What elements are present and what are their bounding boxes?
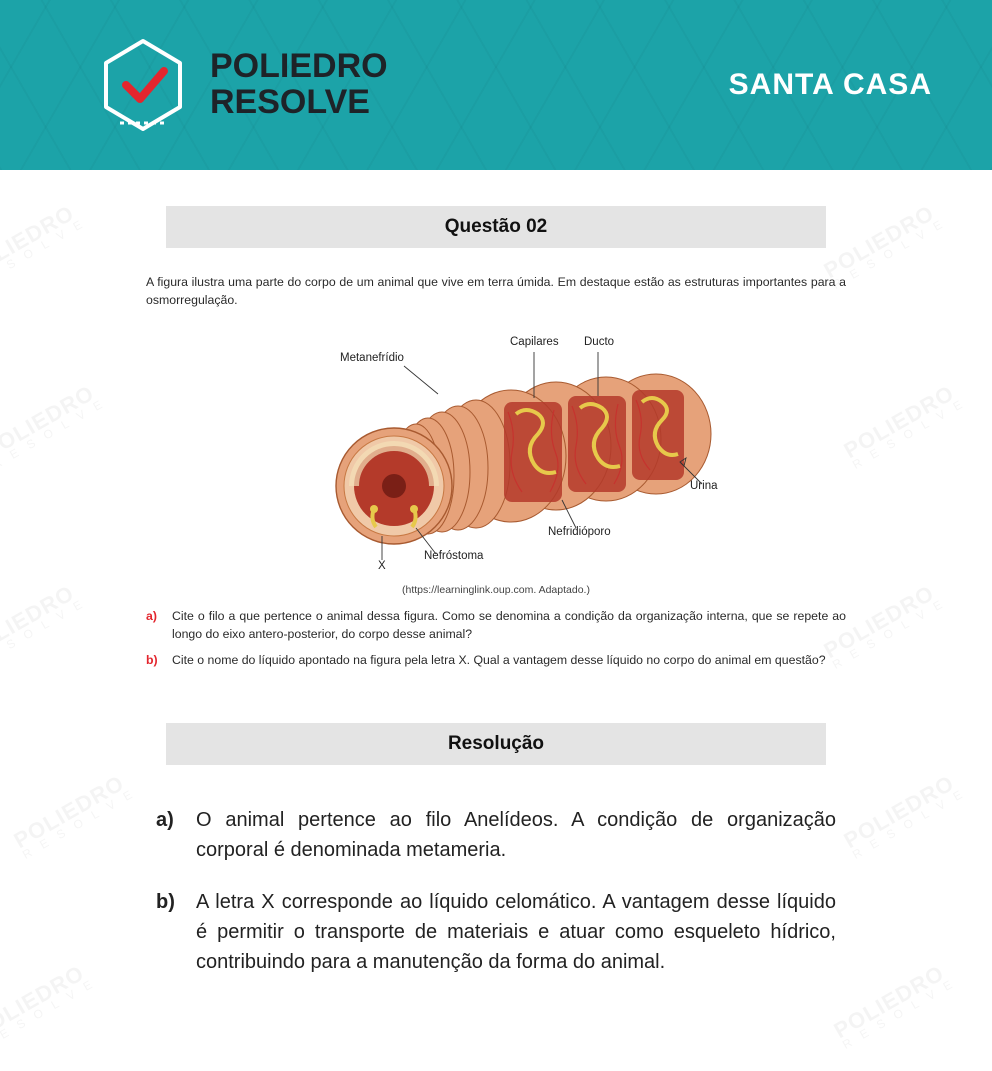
item-b-marker: b) [146,652,164,670]
resolution-body: a) O animal pertence ao filo Anelídeos. … [156,805,836,977]
page-header: POLIEDRO RESOLVE SANTA CASA [0,0,992,170]
answer-b-text: A letra X corresponde ao líquido celomát… [196,887,836,977]
figure-label-urina: Urina [690,478,717,495]
item-b-text: Cite o nome do líquido apontado na figur… [172,652,846,670]
figure-caption: (https://learninglink.oup.com. Adaptado.… [146,583,846,598]
institution-title: SANTA CASA [729,68,932,102]
hexagon-check-icon [100,37,186,133]
brand-line2: RESOLVE [210,85,388,121]
item-a-marker: a) [146,608,164,644]
answer-b-marker: b) [156,887,186,977]
figure-label-x: X [378,558,386,575]
figure-label-metanefridio: Metanefrídio [340,350,404,367]
content-area: Questão 02 A figura ilustra uma parte do… [0,206,992,1039]
figure-label-nefridioporo: Nefridióporo [548,524,611,541]
question-subitems: a) Cite o filo a que pertence o animal d… [146,608,846,669]
item-a-text: Cite o filo a que pertence o animal dess… [172,608,846,644]
figure-label-capilares: Capilares [510,334,559,351]
resolution-title: Resolução [166,723,826,765]
question-title: Questão 02 [166,206,826,248]
question-intro: A figura ilustra uma parte do corpo de u… [146,274,846,310]
brand-line1: POLIEDRO [210,49,388,85]
answer-a-text: O animal pertence ao filo Anelídeos. A c… [196,805,836,865]
question-item-a: a) Cite o filo a que pertence o animal d… [146,608,846,644]
answer-a-marker: a) [156,805,186,865]
answer-a: a) O animal pertence ao filo Anelídeos. … [156,805,836,865]
brand-text: POLIEDRO RESOLVE [210,49,388,120]
figure-label-ducto: Ducto [584,334,614,351]
answer-b: b) A letra X corresponde ao líquido celo… [156,887,836,977]
figure-label-nefrostoma: Nefróstoma [424,548,483,565]
question-body: A figura ilustra uma parte do corpo de u… [146,274,846,669]
anatomy-figure: Metanefrídio Capilares Ducto Nefridiópor… [266,324,726,579]
question-item-b: b) Cite o nome do líquido apontado na fi… [146,652,846,670]
brand-logo-block: POLIEDRO RESOLVE [100,37,388,133]
